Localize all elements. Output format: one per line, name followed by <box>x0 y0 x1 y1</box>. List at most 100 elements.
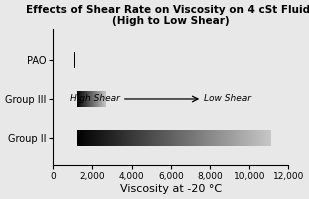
Bar <box>238 130 239 146</box>
Bar <box>140 130 141 146</box>
Bar <box>156 130 157 146</box>
Bar <box>210 130 211 146</box>
Bar <box>219 130 220 146</box>
Bar <box>211 130 212 146</box>
Bar <box>150 130 151 146</box>
Bar <box>176 130 177 146</box>
Bar <box>100 130 101 146</box>
Bar <box>83 130 84 146</box>
Bar <box>266 130 267 146</box>
Bar <box>95 130 96 146</box>
Bar <box>208 130 209 146</box>
Bar <box>128 130 129 146</box>
Bar <box>199 130 200 146</box>
Bar <box>121 130 122 146</box>
Bar <box>258 130 259 146</box>
Bar <box>131 130 132 146</box>
X-axis label: Viscosity at -20 °C: Viscosity at -20 °C <box>120 184 222 194</box>
Bar <box>264 130 265 146</box>
Bar <box>196 130 197 146</box>
Bar <box>89 130 90 146</box>
Bar <box>125 130 126 146</box>
Bar <box>216 130 217 146</box>
Bar <box>78 130 79 146</box>
Bar <box>152 130 153 146</box>
Bar <box>229 130 230 146</box>
Bar <box>215 130 216 146</box>
Bar <box>193 130 194 146</box>
Bar <box>170 130 171 146</box>
Bar <box>175 130 176 146</box>
Bar <box>245 130 246 146</box>
Bar <box>138 130 139 146</box>
Bar <box>225 130 226 146</box>
Bar <box>146 130 147 146</box>
Bar <box>142 130 143 146</box>
Bar <box>124 130 125 146</box>
Bar <box>212 130 213 146</box>
Bar <box>127 130 128 146</box>
Bar <box>117 130 118 146</box>
Bar <box>161 130 162 146</box>
Bar <box>268 130 269 146</box>
Bar <box>207 130 208 146</box>
Bar <box>181 130 182 146</box>
Bar <box>126 130 127 146</box>
Bar <box>169 130 170 146</box>
Bar <box>102 130 103 146</box>
Bar <box>111 130 112 146</box>
Bar <box>247 130 248 146</box>
Bar <box>217 130 218 146</box>
Bar <box>183 130 184 146</box>
Bar <box>228 130 229 146</box>
Bar <box>204 130 205 146</box>
Bar <box>110 130 111 146</box>
Bar <box>236 130 237 146</box>
Bar <box>263 130 264 146</box>
Bar <box>241 130 242 146</box>
Bar <box>133 130 134 146</box>
Bar <box>201 130 202 146</box>
Bar <box>191 130 192 146</box>
Bar <box>106 130 107 146</box>
Bar <box>259 130 260 146</box>
Bar <box>87 130 88 146</box>
Bar <box>155 130 156 146</box>
Bar <box>188 130 189 146</box>
Bar <box>174 130 175 146</box>
Bar <box>120 130 121 146</box>
Bar <box>148 130 149 146</box>
Bar <box>233 130 234 146</box>
Bar <box>230 130 231 146</box>
Bar <box>255 130 256 146</box>
Bar <box>192 130 193 146</box>
Bar <box>260 130 261 146</box>
Bar <box>160 130 161 146</box>
Bar <box>185 130 186 146</box>
Bar <box>105 130 106 146</box>
Bar <box>195 130 196 146</box>
Bar <box>248 130 249 146</box>
Bar <box>240 130 241 146</box>
Bar <box>126 130 127 146</box>
Bar <box>109 130 110 146</box>
Bar <box>81 130 82 146</box>
Bar <box>182 130 183 146</box>
Bar <box>88 130 89 146</box>
Bar <box>77 130 78 146</box>
Bar <box>179 130 180 146</box>
Bar <box>180 130 181 146</box>
Bar <box>147 130 148 146</box>
Bar <box>226 130 227 146</box>
Bar <box>206 130 207 146</box>
Bar <box>256 130 257 146</box>
Bar <box>197 130 198 146</box>
Bar <box>165 130 166 146</box>
Bar <box>242 130 243 146</box>
Bar <box>209 130 210 146</box>
Bar <box>139 130 140 146</box>
Bar <box>253 130 254 146</box>
Bar <box>164 130 165 146</box>
Bar <box>141 130 142 146</box>
Bar <box>103 130 104 146</box>
